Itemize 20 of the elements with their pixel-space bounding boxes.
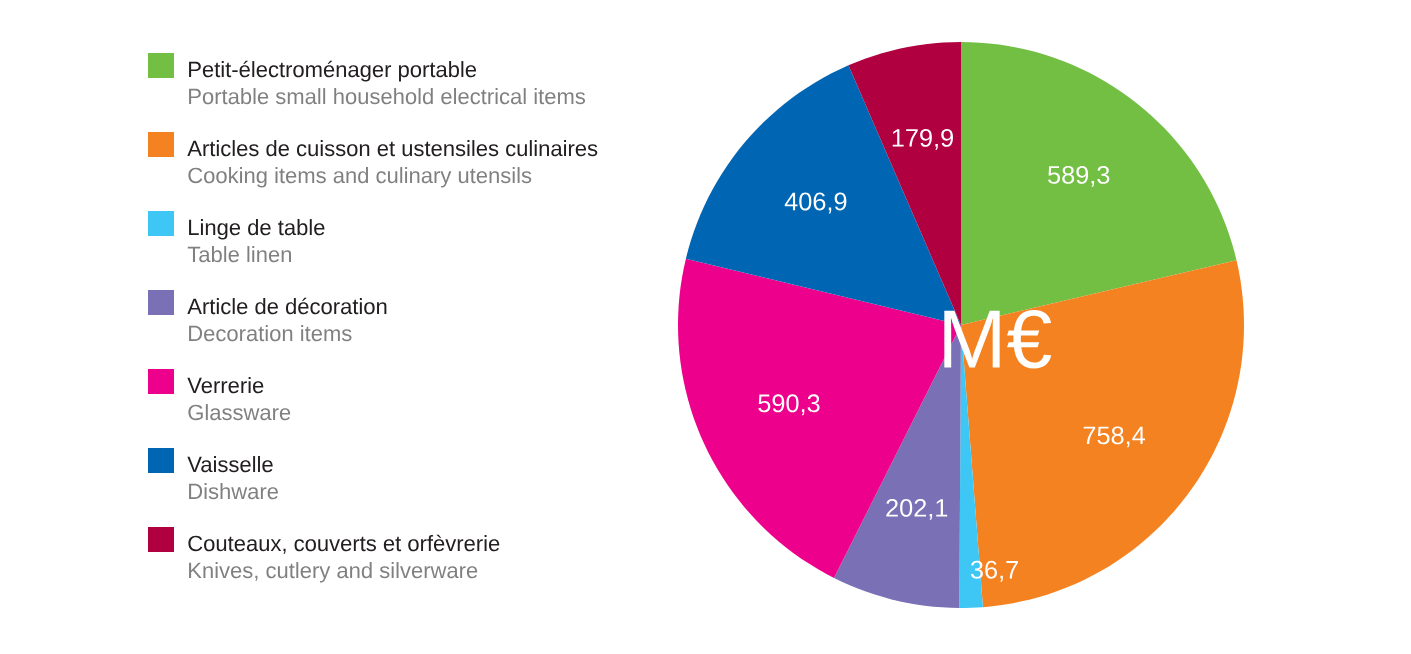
legend-label: Vaisselle [187, 456, 273, 473]
data-label: 179,9 [892, 128, 953, 150]
legend-label: Articles de cuisson et ustensiles culinaires [187, 140, 598, 157]
data-label: 758,4 [1083, 426, 1146, 448]
data-label: 589,3 [1048, 165, 1110, 187]
text: Cooking items and culinary utensils [188, 167, 532, 188]
data-label: 202,1 [886, 498, 948, 520]
text: Knives, cutlery and silverware [189, 562, 478, 583]
text: Decoration items [189, 325, 352, 342]
legend-label: Linge de table [189, 219, 325, 240]
legend-label: Couteaux, couverts et orfèvrerie [188, 534, 500, 554]
data-label: 406,9 [784, 192, 847, 214]
data-label: 590,3 [758, 394, 820, 416]
text: Portable small household electrical items [189, 88, 586, 105]
legend-label: Petit-électroménager portable [189, 60, 477, 82]
text: Glassware [188, 404, 291, 421]
legend-label: Verrerie [187, 377, 264, 394]
legend-label: Article de décoration [187, 297, 387, 315]
text: Dishware [189, 483, 278, 500]
text: Table linen [187, 246, 291, 263]
